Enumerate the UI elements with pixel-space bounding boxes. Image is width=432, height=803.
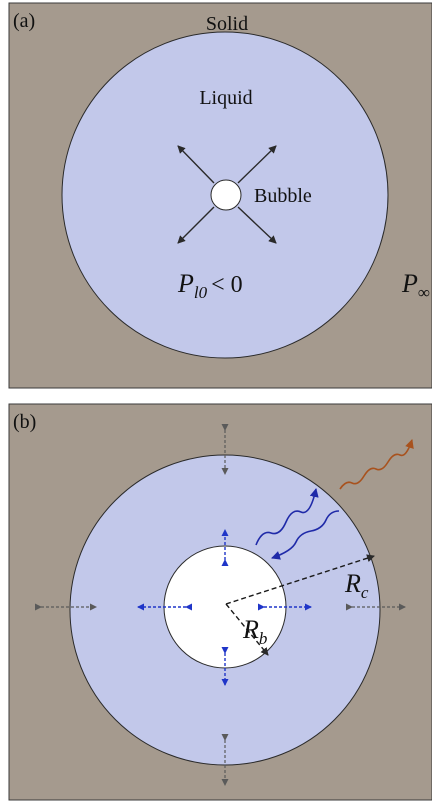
bubble-a (210, 179, 242, 211)
arrow-down-left (177, 206, 215, 244)
far-pressure-label: P∞ (401, 269, 430, 302)
radius-arrows (225, 554, 375, 656)
arrow-down-right (237, 206, 277, 244)
radius-rb-arrow (225, 603, 269, 656)
radiation-wave (339, 439, 414, 490)
panel-a-tag: (a) (13, 10, 35, 32)
bubble-label: Bubble (254, 185, 312, 207)
cavity-wall-arrows (35, 424, 406, 786)
expansion-arrows-a (177, 145, 277, 244)
panel-b: (b) Rc Rb (8, 403, 432, 801)
bubble-wall-arrows (137, 529, 312, 686)
panel-a: (a) Solid Liquid Bubble Pl0 < 0 P∞ (8, 2, 432, 389)
liquid-pressure-label: Pl0 < 0 (177, 269, 243, 302)
liquid-label: Liquid (199, 87, 252, 109)
radius-rc-arrow (225, 554, 375, 605)
arrow-up-left (177, 145, 215, 184)
solid-label: Solid (206, 13, 248, 35)
wave-arrow-up (255, 488, 319, 546)
acoustic-waves (255, 488, 340, 560)
rb-label: Rb (242, 615, 267, 648)
wave-arrow-down (271, 510, 340, 560)
bubble-b (163, 545, 287, 669)
arrow-up-right (237, 145, 277, 184)
rc-label: Rc (344, 569, 369, 602)
panel-b-tag: (b) (13, 411, 36, 433)
